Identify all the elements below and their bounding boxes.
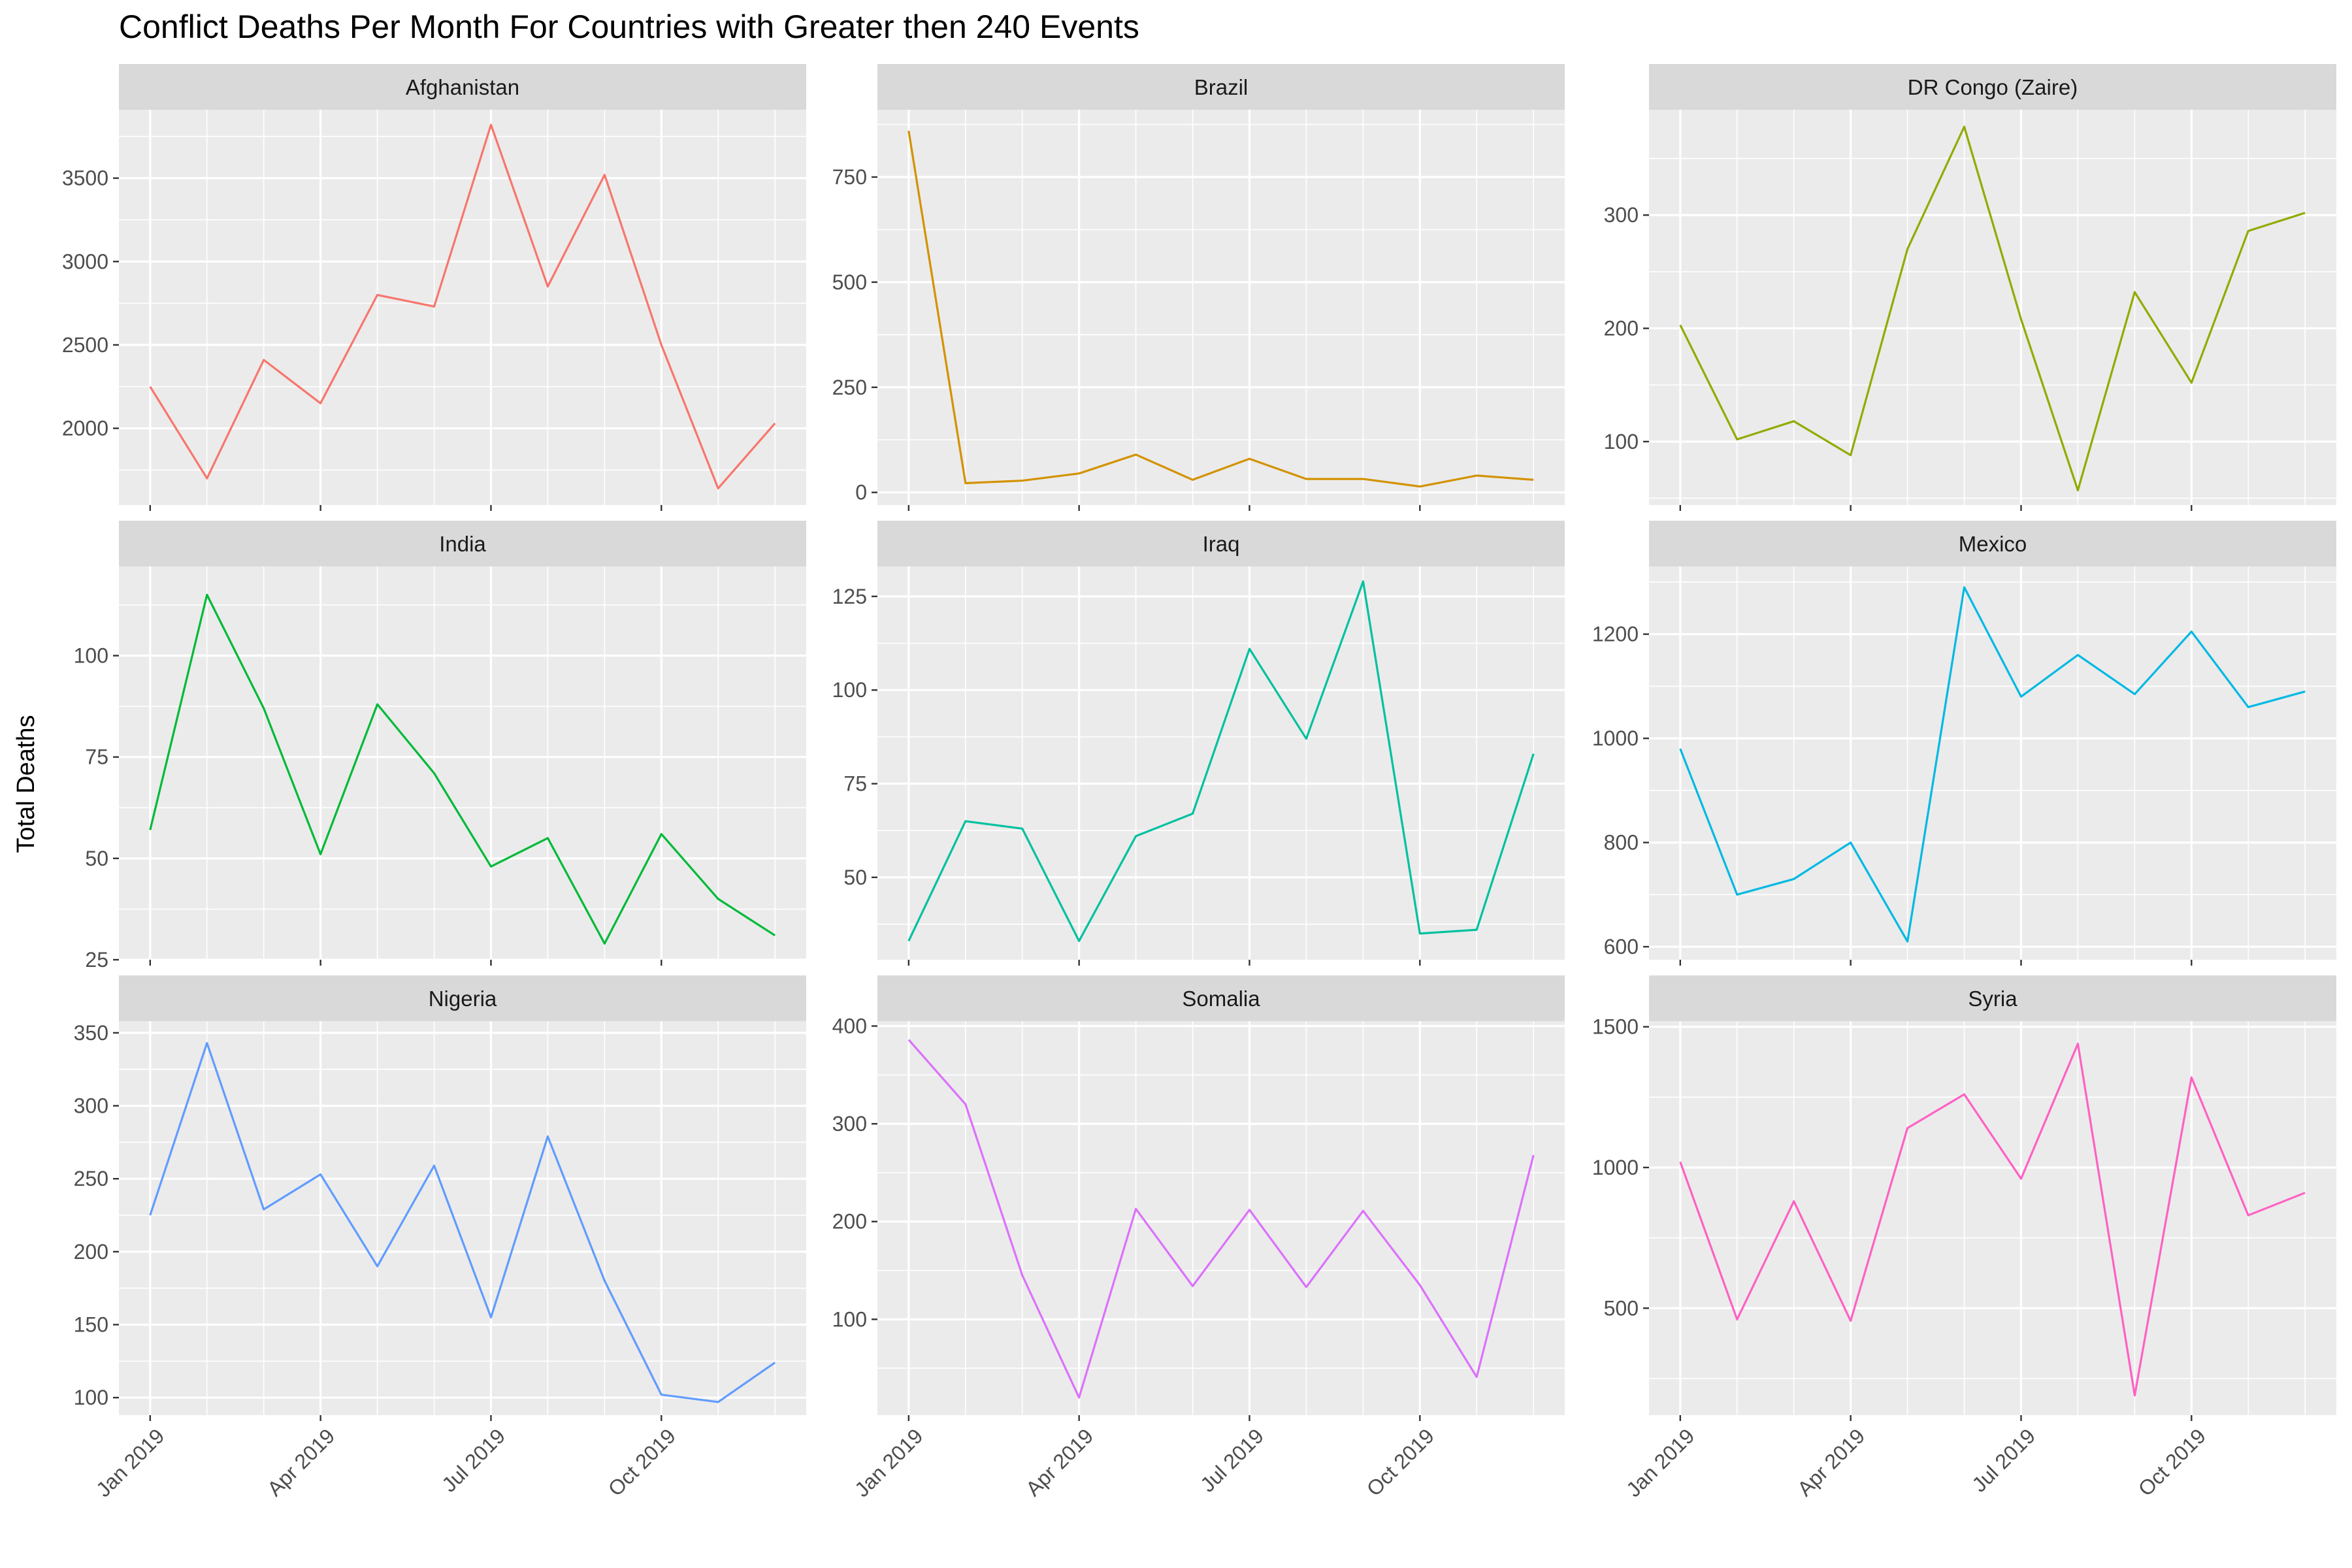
facet-strip (119, 521, 806, 566)
panel-background (119, 566, 806, 960)
y-tick-label: 500 (832, 270, 867, 294)
panel-background (877, 566, 1565, 960)
x-tick-label: Apr 2019 (263, 1424, 339, 1501)
x-tick-label: Oct 2019 (1362, 1424, 1439, 1501)
facet-strip (119, 64, 806, 110)
panel-background (877, 110, 1565, 505)
series-line-somalia (907, 1039, 1535, 1399)
series-line-nigeria (149, 1041, 776, 1403)
facet-strip-label: Iraq (1203, 532, 1240, 556)
panel-background (1649, 110, 2336, 505)
x-tick-label: Jan 2019 (850, 1424, 928, 1502)
y-tick-label: 200 (74, 1240, 108, 1264)
facet-panel-nigeria: Nigeria 100 150 200 250 300 350 Jan 2019 Apr 201… (74, 975, 806, 1501)
facet-strip-label: Mexico (1959, 532, 2027, 556)
x-tick-label: Jan 2019 (1622, 1424, 1699, 1502)
series-line-brazil (907, 130, 1534, 488)
facet-strip-label: India (439, 532, 486, 556)
series-line-india (149, 593, 776, 945)
y-tick-label: 800 (1604, 831, 1639, 855)
y-tick-label: 75 (843, 772, 867, 796)
y-tick-label: 2500 (62, 333, 108, 357)
facet-strip-label: Afghanistan (406, 75, 519, 99)
x-tick-label: Oct 2019 (604, 1424, 680, 1501)
y-tick-label: 350 (74, 1021, 108, 1045)
y-tick-label: 1500 (1592, 1015, 1639, 1039)
y-tick-label: 400 (832, 1014, 867, 1037)
series-line-dr-congo-zaire (1679, 125, 2306, 492)
facet-panel-syria: Syria 500 1000 1500 Jan 2019 Apr 2019 Jul 2019… (1592, 975, 2336, 1501)
panel-background (1649, 566, 2336, 960)
x-tick-label: Jul 2019 (1196, 1424, 1268, 1497)
series-line-mexico (1679, 586, 2306, 943)
y-tick-label: 500 (1604, 1296, 1639, 1320)
y-tick-label: 300 (1604, 203, 1639, 227)
facet-panel-mexico: Mexico 600 800 1000 1200 (1592, 521, 2336, 966)
y-tick-label: 25 (85, 948, 108, 972)
panel-background (119, 1021, 806, 1415)
y-tick-label: 750 (832, 165, 867, 189)
y-tick-label: 100 (74, 644, 108, 668)
facet-strip-label: Somalia (1182, 987, 1260, 1011)
facet-panel-brazil: Brazil 0 250 500 750 (832, 64, 1565, 511)
facet-panel-iraq: Iraq 50 75 100 125 (832, 521, 1565, 966)
y-tick-label: 600 (1604, 935, 1639, 958)
series-line-iraq (907, 580, 1535, 942)
y-tick-label: 3000 (62, 250, 108, 273)
facet-strip-label: DR Congo (Zaire) (1908, 75, 2078, 99)
x-tick-label: Jul 2019 (437, 1424, 510, 1497)
y-axis-label: Total Deaths (12, 715, 40, 853)
chart-title: Conflict Deaths Per Month For Countries … (119, 8, 1139, 45)
panel-background (1649, 1021, 2336, 1415)
y-tick-label: 125 (832, 585, 867, 608)
facet-strip (119, 975, 806, 1021)
x-tick-label: Oct 2019 (2134, 1424, 2210, 1501)
x-tick-label: Apr 2019 (1021, 1424, 1098, 1501)
facet-strip-label: Brazil (1194, 75, 1249, 99)
facet-strip-label: Nigeria (429, 987, 497, 1011)
facet-strip (1649, 975, 2336, 1021)
y-tick-label: 100 (1604, 430, 1639, 453)
panel-background (877, 1021, 1565, 1415)
y-tick-label: 300 (74, 1094, 108, 1118)
facet-strip (877, 521, 1565, 566)
y-tick-label: 100 (832, 678, 867, 702)
series-line-afghanistan (149, 123, 776, 490)
y-tick-label: 50 (843, 866, 867, 889)
y-tick-label: 250 (832, 376, 867, 399)
facet-panel-india: India 25 50 75 100 (74, 521, 806, 972)
y-tick-label: 100 (74, 1386, 108, 1409)
facet-strip-label: Syria (1968, 987, 2017, 1011)
x-tick-label: Jan 2019 (91, 1424, 169, 1502)
y-tick-label: 200 (832, 1210, 867, 1233)
y-tick-label: 3500 (62, 167, 108, 190)
y-tick-label: 300 (832, 1112, 867, 1135)
y-tick-label: 1000 (1592, 1156, 1639, 1179)
facet-strip (877, 975, 1565, 1021)
y-tick-label: 200 (1604, 317, 1639, 340)
y-tick-label: 1000 (1592, 727, 1639, 750)
facet-panel-afghanistan: Afghanistan 2000 2500 3000 3500 (62, 64, 806, 511)
y-tick-label: 150 (74, 1313, 108, 1337)
y-tick-label: 100 (832, 1307, 867, 1331)
series-line-syria (1679, 1042, 2306, 1397)
y-tick-label: 2000 (62, 417, 108, 440)
facet-strip (1649, 64, 2336, 110)
facet-panel-dr-congo-zaire: DR Congo (Zaire) 100 200 300 (1604, 64, 2336, 511)
panel-background (119, 110, 806, 505)
y-tick-label: 250 (74, 1167, 108, 1190)
y-tick-label: 50 (85, 847, 108, 870)
facet-strip (877, 64, 1565, 110)
y-tick-label: 0 (855, 481, 867, 504)
x-tick-label: Apr 2019 (1793, 1424, 1869, 1501)
facet-panel-somalia: Somalia 100 200 300 400 Jan 2019 Apr 2019 Jul 2… (832, 975, 1565, 1501)
x-tick-label: Jul 2019 (1967, 1424, 2040, 1497)
facet-strip (1649, 521, 2336, 566)
y-tick-label: 75 (85, 745, 108, 769)
y-tick-label: 1200 (1592, 623, 1639, 646)
